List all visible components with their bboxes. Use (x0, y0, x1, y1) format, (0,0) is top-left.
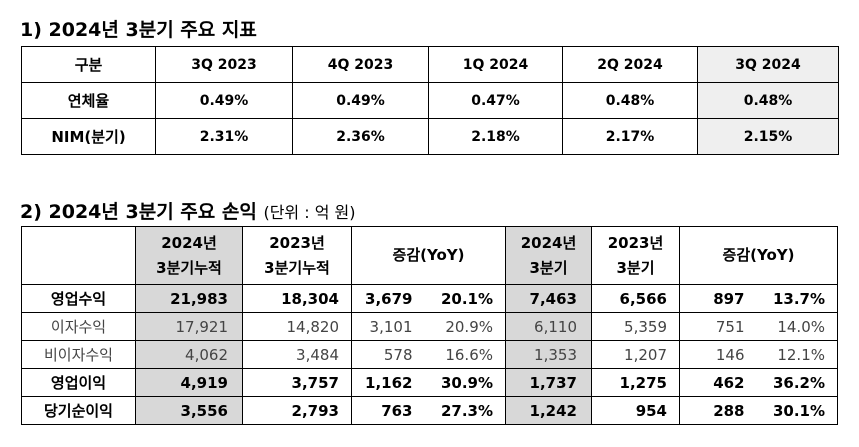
table-cell: 288 (679, 396, 757, 425)
income-table: 2024년 3분기누적 2023년 3분기누적 증감(YoY) 2024년 3분… (21, 226, 838, 425)
table-cell: 27.3% (424, 396, 506, 425)
header-line: 2024년 (520, 233, 577, 252)
table-row-interest-income: 이자수익 17,921 14,820 3,101 20.9% 6,110 5,359 751 1… (21, 312, 838, 341)
section2-title-text: 2) 2024년 3분기 주요 손익 (20, 201, 257, 223)
table-cell: 1,242 (505, 396, 592, 425)
table-cell: 0.49% (292, 82, 429, 119)
table-cell: 4,062 (135, 340, 243, 369)
section2-title: 2) 2024년 3분기 주요 손익 (단위 : 억 원) (20, 197, 355, 224)
row-label: 비이자수익 (21, 340, 136, 369)
table-cell: 20.1% (424, 284, 506, 313)
header-2023-cumulative: 2023년 3분기누적 (242, 226, 352, 285)
table-cell: 1,275 (591, 368, 680, 397)
header-yoy-cumulative: 증감(YoY) (351, 226, 506, 285)
table-cell: 2.17% (562, 118, 698, 155)
table-cell: 20.9% (424, 312, 506, 341)
table-cell: 1,737 (505, 368, 592, 397)
table-row-non-interest-income: 비이자수익 4,062 3,484 578 16.6% 1,353 1,207 146 12.1… (21, 340, 838, 369)
row-label: NIM(분기) (21, 118, 156, 155)
header-4q2023: 4Q 2023 (292, 46, 429, 83)
table-cell: 30.9% (424, 368, 506, 397)
header-1q2024: 1Q 2024 (428, 46, 563, 83)
table-row-operating-revenue: 영업수익 21,983 18,304 3,679 20.1% 7,463 6,566 897 1… (21, 284, 838, 313)
table-cell: 6,566 (591, 284, 680, 313)
header-line: 2023년 (607, 233, 664, 252)
table-cell: 13.7% (756, 284, 838, 313)
header-2024-q3: 2024년 3분기 (505, 226, 592, 285)
row-label: 영업수익 (21, 284, 136, 313)
header-2024-cumulative: 2024년 3분기누적 (135, 226, 243, 285)
table-cell: 18,304 (242, 284, 352, 313)
table-row-operating-profit: 영업이익 4,919 3,757 1,162 30.9% 1,737 1,275 462 36.… (21, 368, 838, 397)
table-cell: 21,983 (135, 284, 243, 313)
table-cell: 763 (351, 396, 425, 425)
table-cell: 3,101 (351, 312, 425, 341)
table-cell: 4,919 (135, 368, 243, 397)
table-cell: 16.6% (424, 340, 506, 369)
table-cell: 3,484 (242, 340, 352, 369)
table-cell: 6,110 (505, 312, 592, 341)
header-3q2023: 3Q 2023 (155, 46, 293, 83)
row-label: 연체율 (21, 82, 156, 119)
key-indicators-table: 구분 3Q 2023 4Q 2023 1Q 2024 2Q 2024 3Q 20… (21, 46, 839, 155)
table-cell: 2.31% (155, 118, 293, 155)
table-cell: 3,556 (135, 396, 243, 425)
table-cell: 14.0% (756, 312, 838, 341)
table-cell: 3,679 (351, 284, 425, 313)
table-cell: 578 (351, 340, 425, 369)
table-cell: 462 (679, 368, 757, 397)
table-cell: 751 (679, 312, 757, 341)
table-cell: 17,921 (135, 312, 243, 341)
table-cell: 2.36% (292, 118, 429, 155)
section1-title: 1) 2024년 3분기 주요 지표 (20, 19, 257, 41)
table-header-row: 2024년 3분기누적 2023년 3분기누적 증감(YoY) 2024년 3분… (21, 226, 838, 285)
table-row-net-income: 당기순이익 3,556 2,793 763 27.3% 1,242 954 288 30.1% (21, 396, 838, 425)
header-line: 2023년 (269, 233, 325, 252)
header-yoy-quarter: 증감(YoY) (679, 226, 838, 285)
header-blank (21, 226, 136, 285)
row-label: 영업이익 (21, 368, 136, 397)
header-line: 2024년 (161, 233, 217, 252)
table-cell: 897 (679, 284, 757, 313)
row-label: 이자수익 (21, 312, 136, 341)
table-cell: 14,820 (242, 312, 352, 341)
table-cell: 7,463 (505, 284, 592, 313)
table-cell: 36.2% (756, 368, 838, 397)
table-cell: 1,162 (351, 368, 425, 397)
header-line: 3분기 (529, 258, 568, 277)
unit-label: (단위 : 억 원) (263, 203, 356, 222)
header-line: 3분기누적 (264, 258, 330, 277)
header-category: 구분 (21, 46, 156, 83)
table-cell: 5,359 (591, 312, 680, 341)
table-cell: 1,207 (591, 340, 680, 369)
table-cell: 1,353 (505, 340, 592, 369)
header-2q2024: 2Q 2024 (562, 46, 698, 83)
table-cell: 0.48% (697, 82, 839, 119)
table-cell: 12.1% (756, 340, 838, 369)
table-header-row: 구분 3Q 2023 4Q 2023 1Q 2024 2Q 2024 3Q 20… (21, 46, 839, 83)
table-cell: 0.48% (562, 82, 698, 119)
header-line: 3분기 (616, 258, 655, 277)
header-line: 3분기누적 (156, 258, 222, 277)
table-cell: 2.18% (428, 118, 563, 155)
header-2023-q3: 2023년 3분기 (591, 226, 680, 285)
table-row-nim: NIM(분기) 2.31% 2.36% 2.18% 2.17% 2.15% (21, 118, 839, 155)
table-cell: 2,793 (242, 396, 352, 425)
row-label: 당기순이익 (21, 396, 136, 425)
table-cell: 954 (591, 396, 680, 425)
table-cell: 2.15% (697, 118, 839, 155)
table-cell: 0.49% (155, 82, 293, 119)
header-3q2024: 3Q 2024 (697, 46, 839, 83)
table-cell: 0.47% (428, 82, 563, 119)
table-cell: 30.1% (756, 396, 838, 425)
table-cell: 3,757 (242, 368, 352, 397)
table-row-delinquency: 연체율 0.49% 0.49% 0.47% 0.48% 0.48% (21, 82, 839, 119)
table-cell: 146 (679, 340, 757, 369)
